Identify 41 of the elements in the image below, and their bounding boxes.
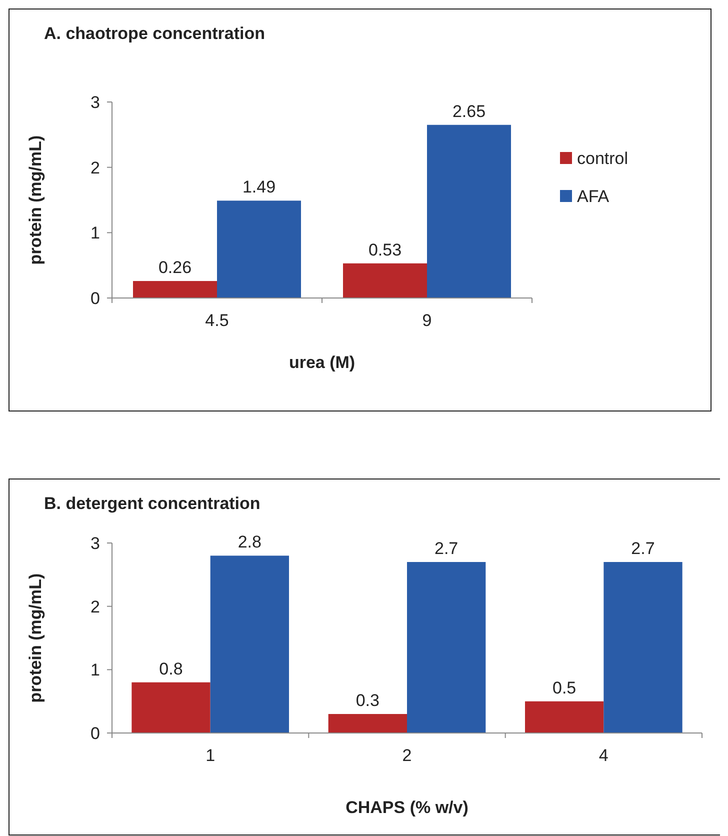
data-label: 2.7 bbox=[434, 539, 458, 558]
chart-title: A. chaotrope concentration bbox=[44, 24, 266, 43]
y-tick-label: 2 bbox=[90, 597, 100, 616]
bar bbox=[133, 281, 217, 298]
data-label: 0.3 bbox=[356, 691, 380, 710]
data-label: 2.8 bbox=[238, 532, 262, 552]
x-tick-label: 9 bbox=[422, 311, 432, 330]
bar bbox=[427, 124, 511, 298]
data-label: 0.53 bbox=[368, 240, 402, 260]
y-tick-label: 1 bbox=[90, 660, 100, 680]
y-tick-label: 0 bbox=[90, 724, 100, 743]
data-label: 1.49 bbox=[242, 178, 276, 197]
legend-label: AFA bbox=[577, 186, 610, 206]
data-label: 0.5 bbox=[552, 678, 576, 698]
y-tick-label: 0 bbox=[90, 288, 100, 308]
bar bbox=[343, 263, 427, 298]
x-tick-label: 2 bbox=[402, 746, 412, 765]
y-tick-label: 3 bbox=[90, 92, 100, 112]
data-label: 2.65 bbox=[452, 102, 486, 121]
y-axis-title: protein (mg/mL) bbox=[26, 573, 45, 703]
x-axis-title: CHAPS (% w/v) bbox=[346, 798, 468, 817]
data-label: 0.26 bbox=[158, 258, 192, 278]
x-tick-label: 1 bbox=[206, 746, 216, 765]
data-label: 0.8 bbox=[159, 659, 183, 678]
bar bbox=[217, 200, 301, 298]
bar bbox=[328, 714, 407, 733]
bar bbox=[525, 701, 604, 733]
y-axis-title: protein (mg/mL) bbox=[26, 135, 45, 265]
y-tick-label: 3 bbox=[90, 534, 100, 553]
bar bbox=[407, 562, 486, 733]
chart-title: B. detergent concentration bbox=[44, 494, 260, 513]
y-tick-label: 2 bbox=[90, 158, 100, 178]
bar bbox=[132, 682, 210, 733]
x-axis-title: urea (M) bbox=[288, 353, 356, 372]
bar bbox=[210, 556, 289, 733]
y-tick-label: 1 bbox=[90, 224, 100, 243]
legend-label: control bbox=[577, 148, 628, 168]
x-tick-label: 4 bbox=[598, 746, 608, 765]
x-tick-label: 4.5 bbox=[205, 311, 229, 330]
bar bbox=[604, 562, 682, 733]
data-label: 2.7 bbox=[631, 539, 655, 558]
